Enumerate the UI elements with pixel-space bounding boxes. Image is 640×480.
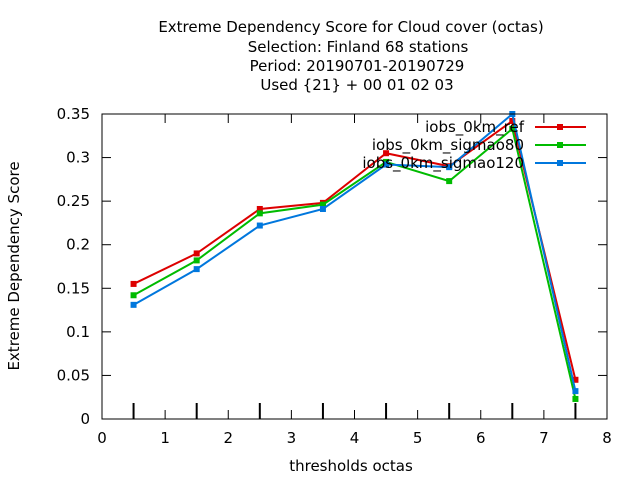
x-tick-label: 3 [287, 429, 297, 447]
chart-title-line-4: Used {21} + 00 01 02 03 [260, 76, 453, 94]
series-point [446, 178, 453, 185]
series-line [133, 119, 577, 381]
legend-label-0: iobs_0km_ref [425, 118, 525, 137]
threshold-markers [132, 403, 577, 419]
x-tick-label: 7 [539, 429, 549, 447]
y-tick-label: 0.1 [66, 323, 90, 341]
x-tick-label: 1 [160, 429, 170, 447]
chart-title-line-3: Period: 20190701-20190729 [250, 57, 465, 75]
legend-marker-1 [557, 142, 563, 148]
series-point [509, 117, 516, 124]
series-point [193, 257, 200, 264]
chart-title: Extreme Dependency Score for Cloud cover… [158, 18, 543, 94]
series-point [446, 164, 453, 171]
series-point [256, 205, 263, 212]
y-tick-label: 0 [80, 410, 90, 428]
series-line [133, 112, 577, 392]
legend-marker-0 [557, 124, 563, 130]
series-point [572, 395, 579, 402]
x-tick-label: 0 [97, 429, 107, 447]
y-tick-label: 0.15 [57, 279, 90, 297]
series-lines [130, 111, 579, 402]
series-line [133, 127, 577, 400]
series-point [193, 250, 200, 257]
series-point [130, 292, 137, 299]
y-tick-label: 0.05 [57, 366, 90, 384]
series-point [256, 222, 263, 229]
legend: iobs_0km_refiobs_0km_sigmao80iobs_0km_si… [362, 118, 586, 173]
series-point [319, 201, 326, 208]
chart-title-line-1: Extreme Dependency Score for Cloud cover… [158, 18, 543, 36]
x-tick-label: 8 [602, 429, 612, 447]
series-point [572, 388, 579, 395]
legend-label-1: iobs_0km_sigmao80 [372, 136, 524, 155]
series-point [193, 266, 200, 273]
y-tick-label: 0.3 [66, 149, 90, 167]
y-tick-label: 0.25 [57, 192, 90, 210]
y-axis-label: Extreme Dependency Score [5, 161, 23, 370]
x-axis-label: thresholds octas [289, 457, 413, 475]
plot-frame [101, 113, 608, 420]
x-tick-label: 2 [223, 429, 233, 447]
legend-marker-2 [557, 160, 563, 166]
series-point [256, 210, 263, 217]
series-point [130, 301, 137, 308]
legend-label-2: iobs_0km_sigmao120 [362, 154, 524, 173]
x-tick-label: 6 [476, 429, 486, 447]
series-point [572, 376, 579, 383]
series-point [509, 125, 516, 132]
y-tick-label: 0.2 [66, 236, 90, 254]
series-point [130, 280, 137, 287]
chart-title-line-2: Selection: Finland 68 stations [248, 38, 469, 56]
series-point [383, 150, 390, 157]
x-tick-label: 5 [413, 429, 423, 447]
series-point [319, 205, 326, 212]
x-tick-label: 4 [350, 429, 360, 447]
y-tick-label: 0.35 [57, 105, 90, 123]
axis-ticks: 0 0.05 0.1 0.15 0.2 0.25 0.3 0.35 0 1 2 3 4 5 6 7 8 [57, 105, 612, 447]
series-point [383, 161, 390, 168]
